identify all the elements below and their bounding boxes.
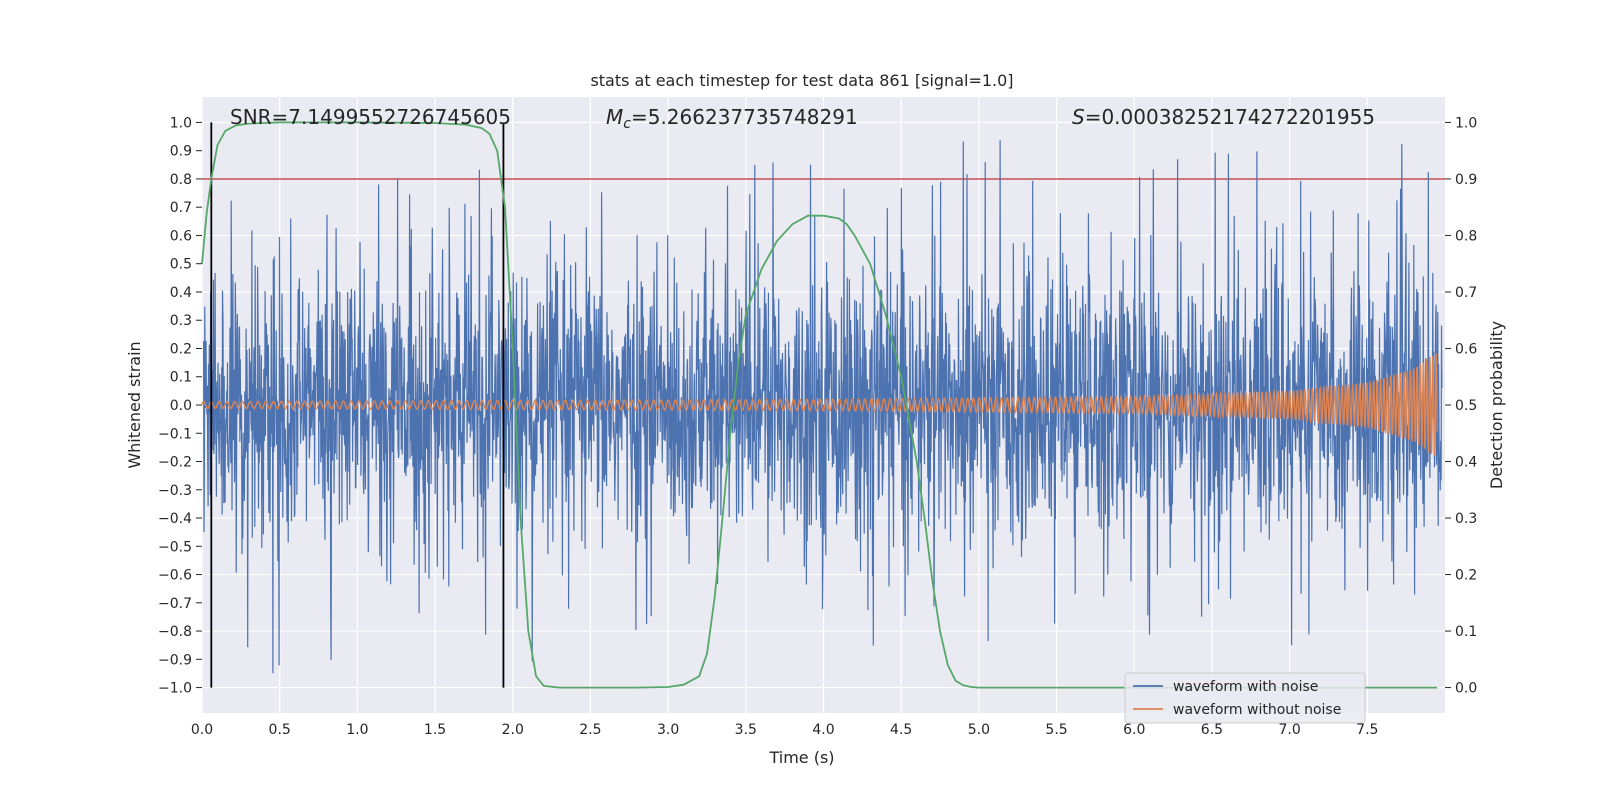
y-left-tick-label: −0.5 [158,539,192,555]
y-right-tick-label: 0.2 [1455,568,1477,584]
y-left-tick-label: 0.1 [170,370,192,386]
y-right-tick-label: 1.0 [1455,115,1477,131]
y-left-tick-label: −0.7 [158,596,192,612]
y-right-tick-label: 0.1 [1455,624,1477,640]
x-tick-label: 0.5 [269,722,291,738]
y-right-tick-label: 0.4 [1455,455,1477,471]
y-left-tick-label: 0.9 [170,144,192,160]
x-tick-label: 5.5 [1045,722,1067,738]
y-right-tick-label: 0.0 [1455,681,1477,697]
annotation-snr: SNR=7.1499552726745605 [230,105,511,129]
x-axis-label: Time (s) [768,748,834,767]
y-left-tick-label: −0.6 [158,568,192,584]
x-tick-label: 3.5 [735,722,757,738]
x-tick-label: 4.0 [812,722,834,738]
annotation-s-symbol: S [1072,105,1085,129]
chart-title: stats at each timestep for test data 861… [590,71,1013,90]
annotation-mc-symbol: M [606,105,623,129]
y-left-tick-label: 0.5 [170,257,192,273]
x-tick-label: 7.0 [1278,722,1300,738]
x-tick-label: 2.5 [579,722,601,738]
x-tick-label: 4.5 [890,722,912,738]
y-left-tick-label: 1.0 [170,115,192,131]
y-right-axis-ticks: 1.0 0.9 0.8 0.7 0.6 0.5 0.4 0.3 0.2 0.1 0.0 [1445,115,1477,697]
x-tick-label: 3.0 [657,722,679,738]
legend-entry-noise: waveform with noise [1173,679,1318,695]
annotation-mc-subscript: c [623,116,631,132]
y-left-axis-ticks: 1.0 0.9 0.8 0.7 0.6 0.5 0.4 0.3 0.2 0.1 0.0 −0.1 −0.… [158,115,202,697]
y-right-tick-label: 0.5 [1455,398,1477,414]
annotation-mc-value: =5.266237735748291 [631,105,858,129]
series-waveform-without-noise [201,353,1438,458]
y-right-tick-label: 0.3 [1455,511,1477,527]
y-left-tick-label: −0.1 [158,426,192,442]
x-tick-label: 6.0 [1123,722,1145,738]
plot-area [201,97,1445,713]
y-left-tick-label: 0.8 [170,172,192,188]
y-left-tick-label: −0.2 [158,455,192,471]
series-detection-probability [201,121,1438,689]
legend: waveform with noise waveform without noi… [1124,672,1366,724]
y-left-tick-label: 0.2 [170,341,192,357]
y-right-tick-label: 0.8 [1455,228,1477,244]
annotation-mc: Mc=5.266237735748291 [606,105,858,132]
x-tick-label: 5.0 [968,722,990,738]
y-left-tick-label: −0.9 [158,652,192,668]
detection-probability-line [201,121,1438,689]
y-left-tick-label: −0.4 [158,511,192,527]
legend-box [1124,672,1366,724]
y-left-tick-label: −1.0 [158,681,192,697]
x-tick-label: 1.5 [424,722,446,738]
y-left-tick-label: −0.8 [158,624,192,640]
x-tick-label: 1.0 [346,722,368,738]
y-right-tick-label: 0.6 [1455,341,1477,357]
y-left-tick-label: 0.4 [170,285,192,301]
y-left-axis-label: Whitened strain [125,341,144,468]
x-axis-ticks: 0.0 0.5 1.0 1.5 2.0 2.5 3.0 3.5 4.0 4.5 5.0 5.5 6.0 6… [191,722,1379,738]
y-left-tick-label: 0.7 [170,200,192,216]
x-tick-label: 0.0 [191,722,213,738]
y-right-tick-label: 0.7 [1455,285,1477,301]
vertical-markers [210,122,505,688]
y-right-axis-label: Detection probability [1487,321,1506,489]
legend-entry-clean: waveform without noise [1173,702,1341,718]
annotation-s: S=0.00038252174272201955 [1072,105,1375,129]
y-left-tick-label: −0.3 [158,483,192,499]
x-tick-label: 2.0 [502,722,524,738]
x-tick-label: 6.5 [1201,722,1223,738]
x-tick-label: 7.5 [1356,722,1378,738]
y-right-tick-label: 0.9 [1455,172,1477,188]
y-left-tick-label: 0.0 [170,398,192,414]
clean-waveform-line [201,353,1438,458]
y-left-tick-label: 0.6 [170,228,192,244]
annotation-s-value: =0.00038252174272201955 [1085,105,1375,129]
y-left-tick-label: 0.3 [170,313,192,329]
